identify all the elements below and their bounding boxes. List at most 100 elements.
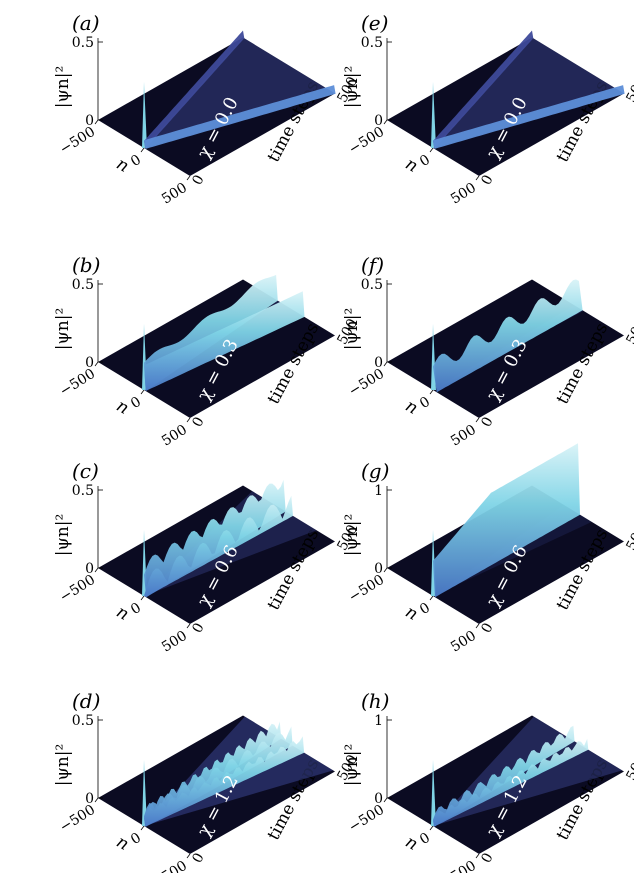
x-axis-label: n xyxy=(113,832,132,855)
x-axis-label: n xyxy=(402,602,421,625)
x-axis-label: n xyxy=(402,832,421,855)
x-tick xyxy=(429,389,434,395)
z-axis-label: |ψn|² xyxy=(53,66,73,109)
y-tick-label: 500 xyxy=(623,316,634,347)
x-tick xyxy=(186,417,191,423)
x-tick-label: −500 xyxy=(57,366,98,400)
z-axis-label: |ψn|² xyxy=(342,66,362,109)
panel-label: (b) xyxy=(72,253,100,277)
x-tick-label: 500 xyxy=(159,422,190,450)
x-tick xyxy=(94,797,99,803)
y-tick-label: 0 xyxy=(478,414,496,429)
initial-peak xyxy=(142,759,147,826)
z-tick-label: 0 xyxy=(85,791,94,807)
x-tick-label: −500 xyxy=(57,802,98,836)
x-tick xyxy=(186,623,191,629)
dispersion-cone xyxy=(433,37,624,148)
dispersion-cone xyxy=(144,37,335,148)
z-tick-label: 0 xyxy=(374,355,383,371)
x-axis-label: n xyxy=(402,154,421,177)
x-tick-label: −500 xyxy=(57,572,98,606)
initial-peak xyxy=(142,81,147,148)
initial-peak xyxy=(431,81,436,148)
x-tick xyxy=(429,147,434,153)
z-tick-label: 0.5 xyxy=(361,35,383,51)
cone-edge-left xyxy=(144,30,245,149)
x-tick xyxy=(475,175,480,181)
x-tick-label: 500 xyxy=(448,422,479,450)
z-tick-label: 0.5 xyxy=(72,35,94,51)
z-tick-label: 0.5 xyxy=(361,277,383,293)
x-axis-label: n xyxy=(113,396,132,419)
z-axis-label: |ψn|² xyxy=(342,514,362,557)
x-tick-label: −500 xyxy=(346,124,387,158)
y-tick-label: 500 xyxy=(623,522,634,553)
z-tick-label: 1 xyxy=(374,713,383,729)
y-tick-label: 0 xyxy=(478,172,496,187)
x-tick xyxy=(94,567,99,573)
x-tick xyxy=(383,797,388,803)
breather-right xyxy=(144,495,293,597)
z-tick-label: 0 xyxy=(374,561,383,577)
x-tick-label: −500 xyxy=(57,124,98,158)
z-tick-label: 0 xyxy=(374,791,383,807)
x-tick xyxy=(140,389,145,395)
x-tick xyxy=(429,825,434,831)
y-tick-label: 500 xyxy=(623,752,634,783)
x-tick-label: −500 xyxy=(346,802,387,836)
jet-right xyxy=(144,291,305,391)
z-tick-label: 0 xyxy=(85,561,94,577)
x-tick-label: −500 xyxy=(346,366,387,400)
panel-label: (a) xyxy=(72,11,100,35)
cone-edge-left xyxy=(433,30,534,149)
z-tick-label: 0 xyxy=(85,113,94,129)
y-tick-label: 0 xyxy=(478,850,496,865)
panel-label: (h) xyxy=(361,689,390,713)
cone-edge-right xyxy=(144,85,336,149)
x-tick-label: 500 xyxy=(448,858,479,873)
y-tick-label: 0 xyxy=(189,850,207,865)
x-tick-label: 500 xyxy=(159,858,190,873)
x-tick-label: 500 xyxy=(448,628,479,656)
x-tick xyxy=(475,417,480,423)
x-tick-label: 500 xyxy=(159,180,190,208)
x-tick-label: 500 xyxy=(159,628,190,656)
z-tick-label: 0.5 xyxy=(72,483,94,499)
x-tick xyxy=(140,595,145,601)
filament-2 xyxy=(433,738,589,827)
cone-edge-right xyxy=(433,85,625,149)
x-tick xyxy=(429,595,434,601)
z-tick-label: 0.5 xyxy=(72,713,94,729)
x-tick xyxy=(383,567,388,573)
panel-label: (e) xyxy=(361,11,388,35)
y-tick-label: 0 xyxy=(189,172,207,187)
x-tick xyxy=(475,623,480,629)
z-tick-label: 1 xyxy=(374,483,383,499)
filament-3 xyxy=(144,736,305,827)
x-tick xyxy=(94,361,99,367)
x-tick xyxy=(186,175,191,181)
x-tick xyxy=(94,119,99,125)
panel-label: (d) xyxy=(72,689,100,713)
panel-label: (f) xyxy=(361,253,384,277)
z-axis-label: |ψn|² xyxy=(342,308,362,351)
x-tick xyxy=(383,119,388,125)
x-axis-label: n xyxy=(113,602,132,625)
y-tick-label: 0 xyxy=(189,620,207,635)
x-tick xyxy=(140,147,145,153)
z-axis-label: |ψn|² xyxy=(53,514,73,557)
y-tick-label: 500 xyxy=(623,74,634,105)
x-tick xyxy=(186,853,191,859)
z-axis-label: |ψn|² xyxy=(53,744,73,787)
breather xyxy=(433,279,583,393)
x-tick xyxy=(475,853,480,859)
x-axis-label: n xyxy=(402,396,421,419)
x-tick xyxy=(140,825,145,831)
